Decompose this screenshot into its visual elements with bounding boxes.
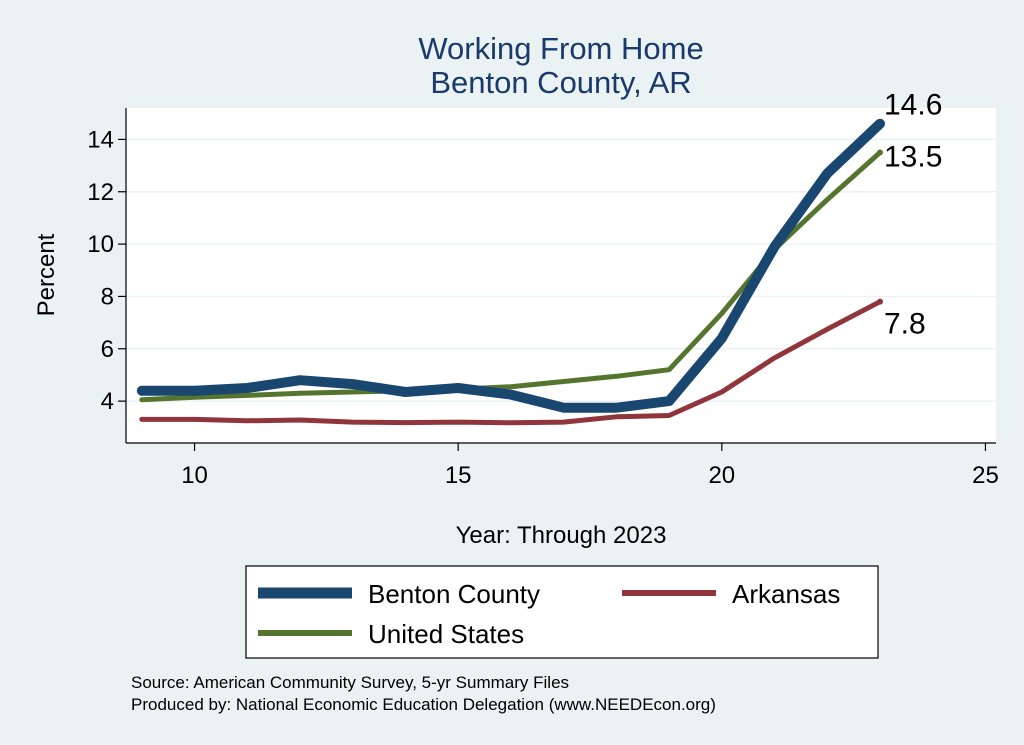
y-tick-label: 14 bbox=[87, 126, 114, 153]
axes: 4 6 8 10 12 14 10 15 20 25 bbox=[87, 108, 999, 489]
end-label-arkansas: 7.8 bbox=[884, 308, 926, 341]
x-axis-label: Year: Through 2023 bbox=[456, 522, 667, 549]
end-label-united-states: 13.5 bbox=[884, 140, 942, 173]
series-line-benton-county bbox=[136, 118, 885, 413]
legend-label-benton-county: Benton County bbox=[368, 579, 540, 609]
y-tick-label: 8 bbox=[101, 283, 114, 310]
end-point-benton-county bbox=[877, 120, 883, 127]
x-tick-label: 10 bbox=[181, 462, 208, 489]
end-label-benton-county: 14.6 bbox=[884, 89, 942, 122]
chart-title-line-2: Benton County, AR bbox=[430, 65, 691, 100]
source-note: Source: American Community Survey, 5-yr … bbox=[131, 673, 569, 692]
legend-label-arkansas: Arkansas bbox=[732, 579, 840, 609]
y-tick-label: 4 bbox=[101, 388, 114, 415]
series-line-arkansas bbox=[139, 299, 883, 426]
end-labels: 14.6 7.8 13.5 bbox=[884, 89, 942, 341]
chart-title-line-1: Working From Home bbox=[418, 31, 703, 66]
y-tick-label: 6 bbox=[101, 336, 114, 363]
y-axis-label: Percent bbox=[33, 233, 60, 316]
end-point-arkansas bbox=[877, 298, 883, 305]
series-lines bbox=[136, 118, 885, 426]
end-point-united-states bbox=[877, 149, 883, 156]
x-tick-label: 25 bbox=[972, 462, 999, 489]
grid-lines bbox=[126, 138, 996, 402]
legend-box bbox=[245, 565, 879, 659]
y-tick-label: 12 bbox=[87, 179, 114, 206]
producer-note: Produced by: National Economic Education… bbox=[131, 695, 716, 714]
x-tick-label: 20 bbox=[708, 462, 735, 489]
y-tick-label: 10 bbox=[87, 231, 114, 258]
legend: Benton County Arkansas United States bbox=[245, 565, 879, 659]
legend-label-united-states: United States bbox=[368, 619, 524, 649]
x-tick-label: 15 bbox=[445, 462, 472, 489]
